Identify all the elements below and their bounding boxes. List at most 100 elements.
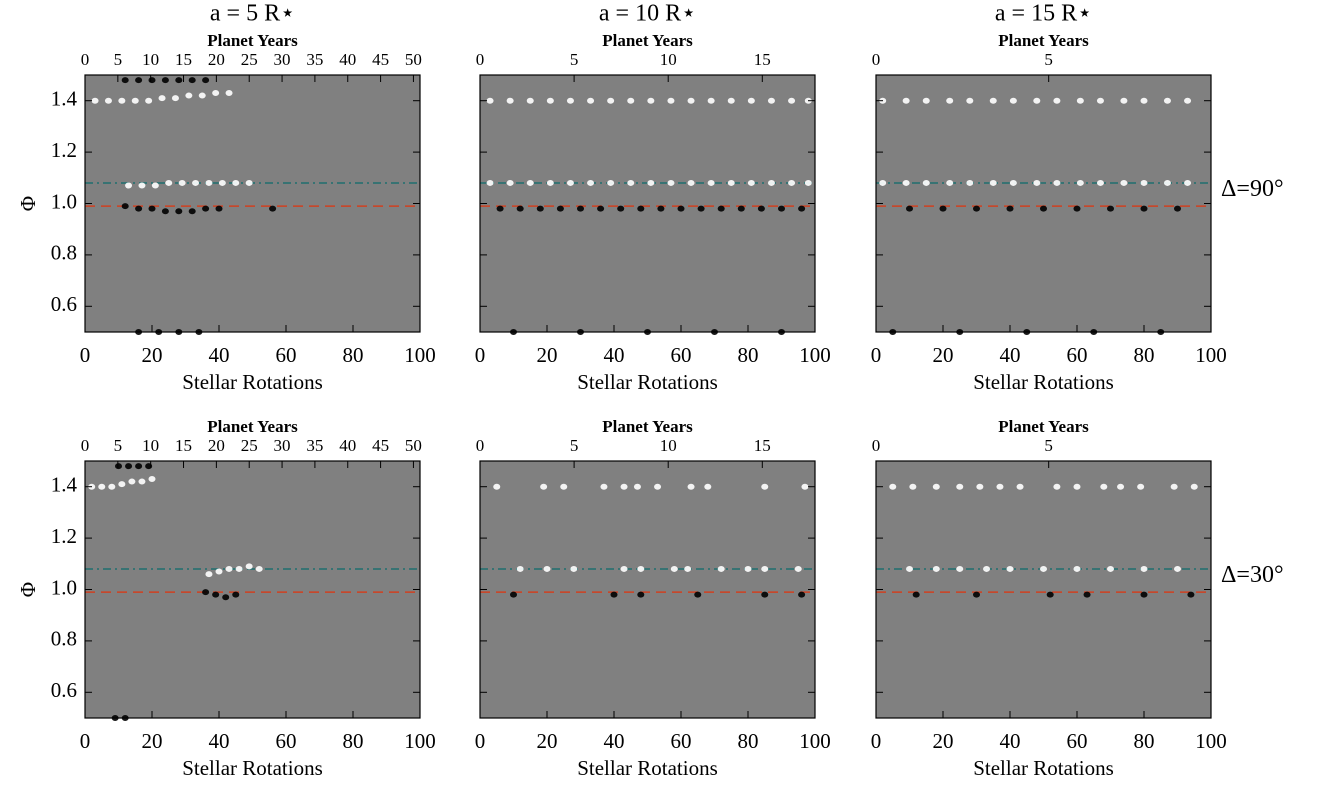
blob (516, 565, 524, 572)
top-tick-label: 40 (339, 436, 356, 455)
blob (747, 179, 755, 186)
blob (148, 77, 156, 84)
blob (667, 97, 675, 104)
blob (801, 483, 809, 490)
top-tick-label: 5 (570, 436, 579, 455)
blob (946, 179, 954, 186)
blob (707, 179, 715, 186)
top-tick-label: 15 (754, 50, 771, 69)
blob (536, 205, 544, 212)
panel-title: a = 10 R⋆ (599, 1, 696, 27)
blob (225, 89, 233, 96)
top-tick-label: 5 (114, 50, 123, 69)
blob (717, 205, 725, 212)
blob (989, 179, 997, 186)
blob (235, 565, 243, 572)
top-tick-label: 20 (208, 50, 225, 69)
blob (1163, 97, 1171, 104)
y-tick-label: 1.4 (51, 473, 78, 497)
blob (1107, 565, 1114, 572)
blob (932, 565, 940, 572)
blob (506, 179, 514, 186)
blob (788, 179, 796, 186)
x-tick-label: 20 (142, 343, 163, 367)
plot-area (85, 75, 420, 332)
panel-title: a = 15 R⋆ (995, 1, 1092, 27)
x-axis-label: Stellar Rotations (182, 756, 323, 780)
y-tick-label: 0.8 (51, 627, 77, 651)
x-tick-label: 0 (871, 729, 882, 753)
plot-area (85, 461, 420, 718)
x-tick-label: 60 (671, 343, 692, 367)
blob (1140, 97, 1148, 104)
blob (788, 97, 796, 104)
blob (906, 205, 913, 212)
blob (1033, 97, 1041, 104)
blob (546, 97, 554, 104)
blob (496, 205, 504, 212)
blob (486, 179, 494, 186)
x-tick-label: 0 (871, 343, 882, 367)
x-axis-label: Stellar Rotations (182, 370, 323, 394)
blob (161, 208, 169, 215)
blob (637, 565, 645, 572)
x-tick-label: 100 (404, 343, 436, 367)
blob (1076, 179, 1084, 186)
blob (902, 179, 910, 186)
top-tick-label: 15 (175, 50, 192, 69)
y-tick-label: 1.2 (51, 524, 77, 548)
blob (707, 97, 715, 104)
blob (798, 205, 806, 212)
top-tick-label: 50 (405, 50, 422, 69)
blob (684, 565, 692, 572)
x-tick-label: 80 (1134, 343, 1155, 367)
blob (747, 97, 755, 104)
blob (956, 565, 964, 572)
blob (889, 483, 897, 490)
blob (1184, 97, 1192, 104)
x-axis-label: Stellar Rotations (973, 370, 1114, 394)
blob (879, 179, 887, 186)
blob (510, 591, 517, 598)
blob (697, 205, 705, 212)
blob (717, 565, 725, 572)
blob (185, 92, 193, 99)
x-tick-label: 40 (604, 343, 625, 367)
top-tick-label: 10 (660, 50, 677, 69)
blob (620, 483, 628, 490)
y-tick-label: 0.6 (51, 678, 77, 702)
blob (148, 475, 156, 482)
blob (570, 565, 578, 572)
blob (647, 179, 655, 186)
blob (677, 205, 685, 212)
blob (1117, 483, 1125, 490)
blob (1009, 97, 1017, 104)
top-tick-label: 30 (274, 50, 291, 69)
blob (932, 483, 940, 490)
blob (171, 95, 179, 102)
blob (1096, 179, 1104, 186)
blob (486, 97, 494, 104)
blob (118, 481, 126, 488)
blob (767, 179, 775, 186)
blob (232, 591, 240, 598)
top-tick-label: 0 (81, 50, 90, 69)
top-tick-label: 5 (1044, 50, 1053, 69)
blob (526, 97, 534, 104)
blob (761, 565, 769, 572)
x-axis-label: Stellar Rotations (577, 370, 718, 394)
blob (188, 77, 196, 84)
blob (1140, 205, 1148, 212)
blob (761, 591, 769, 598)
blob (966, 97, 974, 104)
blob (135, 205, 143, 212)
blob (225, 565, 233, 572)
x-tick-label: 80 (738, 343, 759, 367)
blob (128, 478, 136, 485)
blob (118, 97, 126, 104)
x-axis-label: Stellar Rotations (973, 756, 1114, 780)
blob (922, 179, 930, 186)
blob (704, 483, 712, 490)
plot-area (876, 461, 1211, 718)
